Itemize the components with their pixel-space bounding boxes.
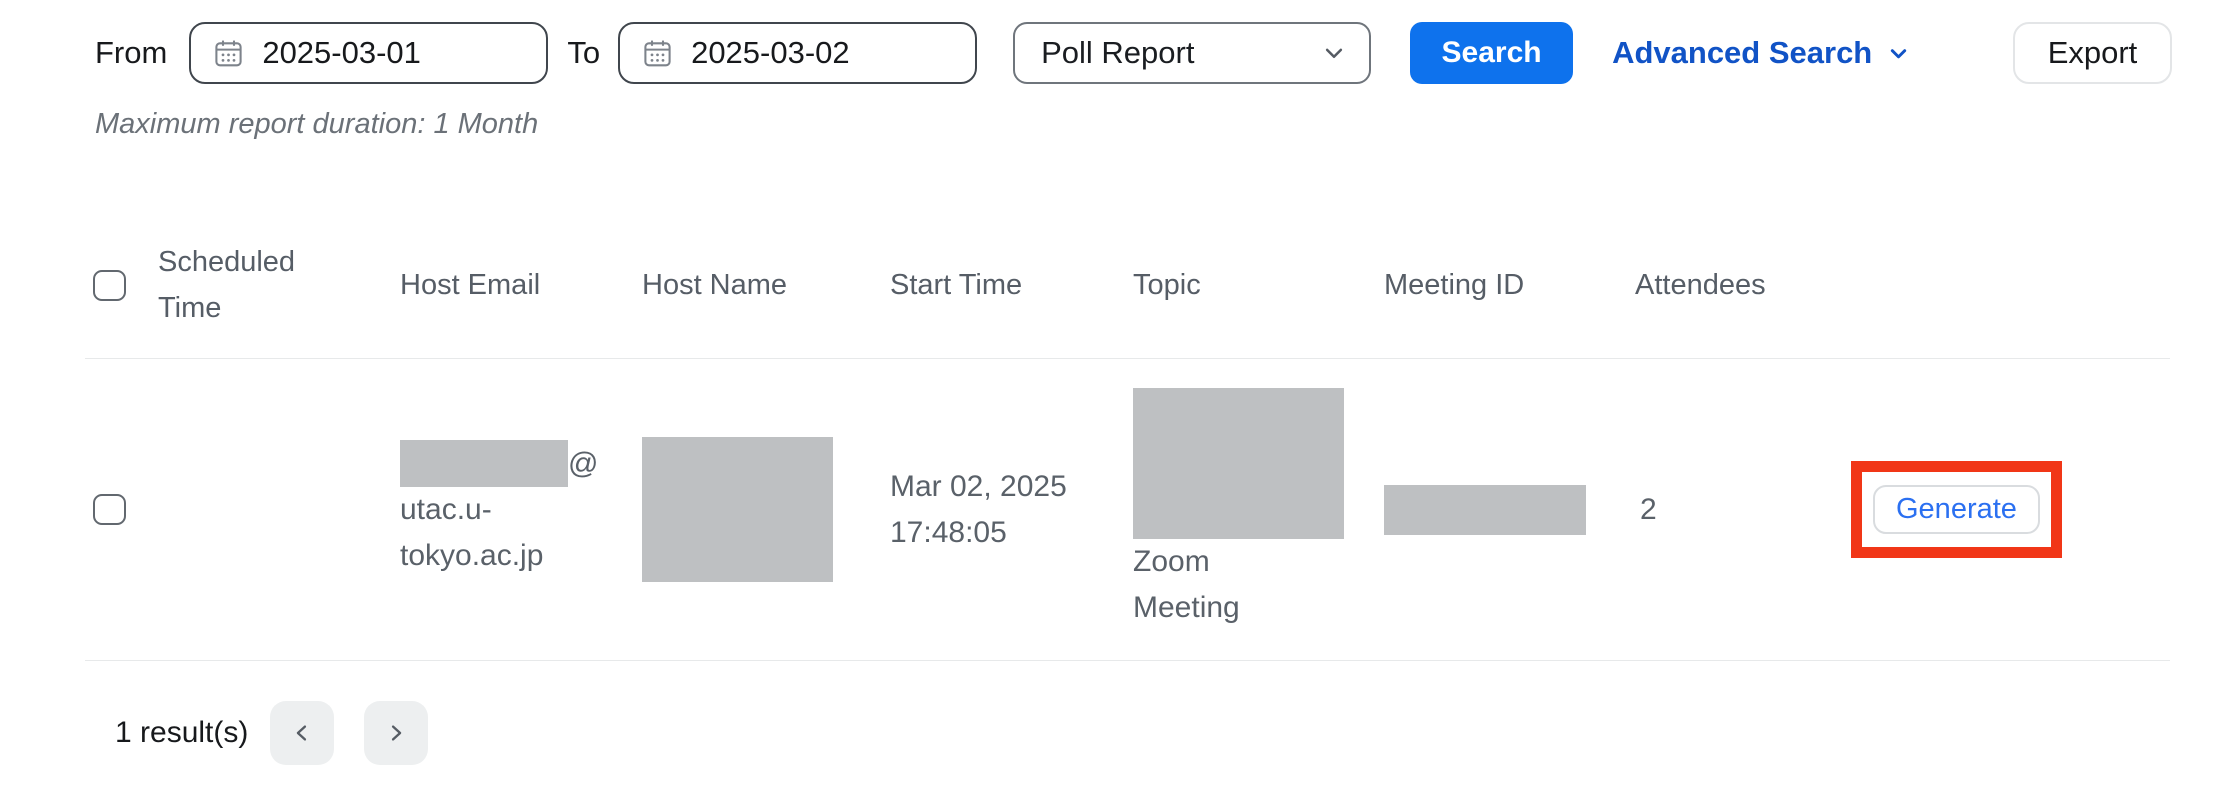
topic-visible-text: Zoom Meeting (1133, 545, 1240, 624)
table-header-row: Scheduled Time Host Email Host Name Star… (85, 141, 2170, 359)
redacted-host-email (400, 440, 568, 487)
chevron-down-icon (1885, 40, 1912, 67)
advanced-search-link[interactable]: Advanced Search (1612, 35, 1912, 71)
chevron-right-icon (382, 719, 410, 747)
max-duration-hint: Maximum report duration: 1 Month (95, 108, 539, 140)
from-date-value: 2025-03-01 (262, 35, 421, 70)
poll-report-table: Scheduled Time Host Email Host Name Star… (85, 141, 2170, 661)
redacted-host-name (642, 437, 833, 582)
chevron-down-icon (1319, 38, 1349, 68)
host-name-cell (642, 437, 890, 582)
from-date-input[interactable]: 2025-03-01 (189, 22, 549, 84)
row-checkbox[interactable] (93, 494, 126, 525)
chevron-left-icon (288, 719, 316, 747)
host-email-cell: @ utac.u-tokyo.ac.jp (400, 440, 642, 579)
host-email-at: @ (568, 446, 599, 480)
generate-button[interactable]: Generate (1873, 485, 2040, 534)
results-count: 1 result(s) (115, 716, 249, 749)
to-date-value: 2025-03-02 (691, 35, 850, 70)
select-all-checkbox[interactable] (93, 270, 126, 301)
to-label: To (567, 35, 601, 70)
pagination-footer: 1 result(s) (115, 701, 2233, 765)
column-header-host-name: Host Name (642, 268, 788, 301)
search-button[interactable]: Search (1410, 22, 1574, 84)
export-button[interactable]: Export (2013, 22, 2172, 84)
redacted-topic (1133, 388, 1344, 539)
meeting-id-cell (1384, 484, 1635, 535)
column-header-attendees: Attendees (1635, 268, 1766, 301)
attendees-count: 2 (1640, 492, 1657, 526)
table-row: @ utac.u-tokyo.ac.jp Mar 02, 2025 17:48:… (85, 359, 2170, 661)
start-time-value: Mar 02, 2025 17:48:05 (890, 469, 1067, 549)
actions-cell: Generate (1851, 461, 2170, 558)
to-date-input[interactable]: 2025-03-02 (618, 22, 978, 84)
calendar-icon (641, 37, 674, 70)
column-header-host-email: Host Email (400, 268, 541, 301)
column-header-topic: Topic (1133, 268, 1201, 301)
highlight-box: Generate (1851, 461, 2062, 558)
column-header-start-time: Start Time (890, 268, 1023, 301)
topic-cell: Zoom Meeting (1133, 388, 1384, 631)
host-email-domain: utac.u-tokyo.ac.jp (400, 493, 544, 572)
report-toolbar: From 2025-03-01 To (0, 0, 2233, 84)
prev-page-button[interactable] (270, 701, 335, 765)
column-header-scheduled-time: Scheduled Time (158, 245, 296, 324)
report-type-selected-value: Poll Report (1041, 35, 1195, 70)
column-header-meeting-id: Meeting ID (1384, 268, 1525, 301)
redacted-meeting-id (1384, 484, 1586, 535)
report-type-select[interactable]: Poll Report (1013, 22, 1372, 84)
advanced-search-label: Advanced Search (1612, 35, 1873, 70)
next-page-button[interactable] (364, 701, 429, 765)
calendar-icon (212, 37, 245, 70)
from-label: From (95, 35, 168, 70)
start-time-cell: Mar 02, 2025 17:48:05 (890, 464, 1133, 556)
